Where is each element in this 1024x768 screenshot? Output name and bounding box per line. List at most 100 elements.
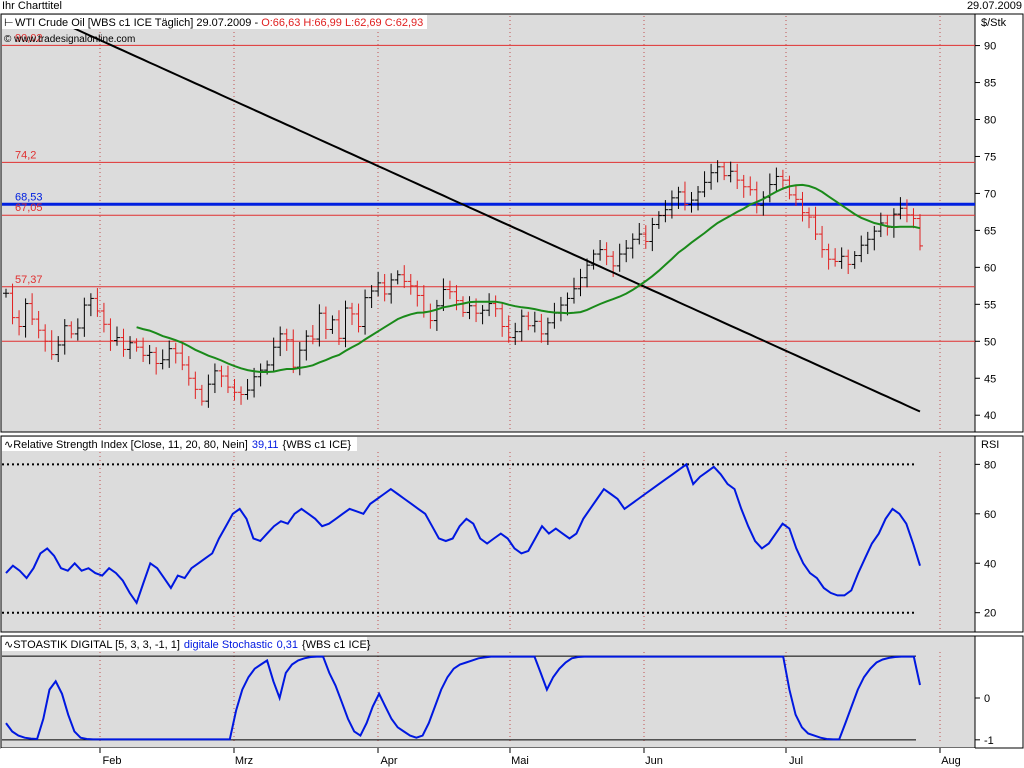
price-bar — [94, 288, 101, 317]
price-bar — [544, 317, 551, 345]
price-bar — [740, 174, 747, 198]
title-bar: Ihr Charttitel 29.07.2009 — [0, 0, 1024, 14]
y-tick-label: 40 — [984, 558, 996, 570]
price-bar — [159, 349, 166, 370]
window-title: Ihr Charttitel — [2, 0, 62, 12]
price-bar — [623, 240, 630, 263]
price-bar — [224, 365, 231, 394]
copyright-text: © www.tradesignalonline.com — [4, 34, 135, 45]
price-bar — [9, 283, 16, 325]
stoch-header: ∿STOASTIK DIGITAL [5, 3, 3, -1, 1] digita… — [2, 637, 371, 651]
y-tick-label: 60 — [984, 262, 996, 274]
price-bar — [198, 384, 205, 406]
sma-short-line — [136, 183, 921, 373]
price-bar — [238, 386, 245, 405]
price-bar — [486, 293, 493, 317]
price-bar — [649, 217, 656, 252]
price-bar — [636, 223, 643, 245]
y-tick-label: 80 — [984, 459, 996, 471]
price-bar — [3, 288, 9, 298]
price-bar — [29, 293, 36, 326]
price-bar — [381, 274, 388, 302]
price-bar — [257, 363, 264, 387]
svg-text:∿STOASTIK DIGITAL [5, 3, 3, -1: ∿STOASTIK DIGITAL [5, 3, 3, -1, 1] digita… — [4, 639, 371, 651]
price-bar — [329, 315, 336, 334]
price-bar — [845, 249, 852, 275]
price-bar — [16, 310, 23, 336]
price-bars — [3, 160, 923, 408]
x-tick-label: Apr — [380, 755, 397, 767]
price-bar — [335, 310, 342, 345]
rsi-gridlines — [99, 452, 941, 630]
y-tick-label: 75 — [984, 151, 996, 163]
price-bar — [721, 162, 728, 181]
x-axis: Feb Mrz Apr Mai Jun Jul Aug — [99, 748, 961, 767]
price-bar — [662, 200, 669, 223]
price-bar — [127, 336, 134, 360]
price-bar — [113, 326, 120, 346]
price-bar — [903, 199, 910, 223]
price-bar — [492, 295, 499, 317]
price-bar — [290, 329, 297, 374]
price-bar — [453, 285, 460, 311]
price-bar — [603, 242, 610, 266]
stoch-gridlines — [99, 652, 941, 744]
price-bar — [779, 169, 786, 190]
price-bar — [362, 289, 369, 335]
price-bar — [753, 181, 760, 214]
price-bar — [394, 270, 401, 285]
price-bar — [688, 191, 695, 213]
price-bar — [368, 285, 375, 309]
price-bar — [146, 344, 153, 365]
y-tick-label: 90 — [984, 41, 996, 53]
svg-text:∿Relative Strength Index [Clos: ∿Relative Strength Index [Close, 11, 20,… — [4, 439, 351, 451]
rsi-header-value: 39,11 — [252, 439, 279, 451]
stoch-panel: 0 -1 ∿STOASTIK DIGITAL [5, 3, 3, -1, 1] di… — [0, 635, 1024, 749]
price-bar — [584, 258, 591, 288]
price-bar — [55, 336, 62, 362]
price-axis-bg — [974, 13, 1024, 433]
price-header-sep: - — [251, 17, 261, 29]
price-bar — [597, 240, 604, 261]
price-bar — [806, 207, 813, 229]
price-bar — [270, 337, 277, 372]
price-axis-unit: $/Stk — [981, 17, 1007, 29]
rsi-header-icon: ∿ — [4, 439, 13, 451]
price-bar — [218, 365, 225, 388]
x-tick-label: Jul — [789, 755, 803, 767]
price-bar — [858, 235, 865, 263]
stoch-header-name: STOASTIK DIGITAL [5, 3, 3, -1, 1] — [13, 639, 180, 651]
price-bar — [747, 176, 754, 196]
stoch-y-axis: 0 -1 — [975, 693, 994, 747]
price-bar — [525, 311, 532, 331]
price-bar — [479, 305, 486, 325]
svg-text:WTI Crude Oil [WBS c1 ICE Täg: WTI Crude Oil [WBS c1 ICE Täglich] 29.07… — [15, 17, 423, 29]
x-axis-bg — [1, 748, 975, 767]
x-tick-label: Mrz — [235, 755, 253, 767]
price-bar — [786, 175, 793, 200]
y-tick-label: 60 — [984, 509, 996, 521]
price-bar — [140, 337, 147, 362]
price-header-name: WTI Crude Oil [WBS c1 ICE Täglich] 29.07… — [15, 17, 251, 29]
price-bar — [205, 374, 212, 408]
price-bar — [251, 367, 258, 398]
rsi-axis-label: RSI — [981, 439, 999, 451]
price-bar — [375, 271, 382, 297]
price-bar — [35, 310, 42, 339]
price-bar — [851, 251, 858, 269]
price-bar — [917, 214, 923, 251]
y-tick-label: 55 — [984, 299, 996, 311]
price-gridlines — [99, 16, 941, 430]
price-bar — [505, 315, 512, 343]
x-tick-label: Aug — [941, 755, 961, 767]
price-bar — [355, 303, 362, 333]
price-bar — [701, 171, 708, 198]
price-bar — [799, 191, 806, 222]
level-label: 74,2 — [15, 149, 36, 161]
price-bar — [349, 302, 356, 326]
price-header-icon: ⊢ — [4, 17, 14, 29]
price-header: ⊢ WTI Crude Oil [WBS c1 ICE Täglich] 29.… — [2, 15, 427, 45]
price-bar — [192, 371, 199, 399]
